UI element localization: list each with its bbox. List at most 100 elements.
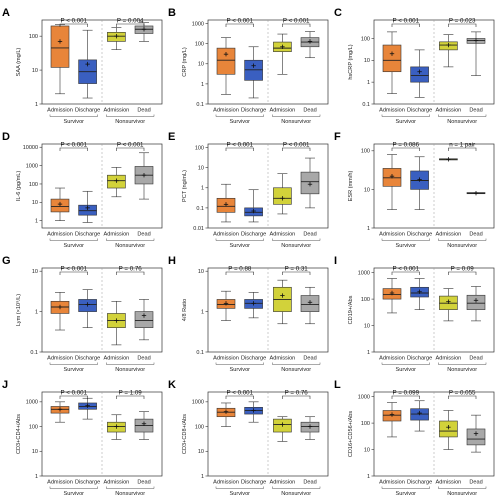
group-bracket xyxy=(272,114,321,117)
x-category-label: Admission xyxy=(103,356,129,362)
significance-bracket: P < 0.001 xyxy=(59,142,88,151)
group-bracket xyxy=(438,486,487,489)
p-value-label: P = 0.086 xyxy=(393,142,420,149)
panel-j: J 1 10 100 1000 CD3+CD4+/Abs P < 0.001 P = 1.09… xyxy=(2,379,163,497)
panel-letter: A xyxy=(2,7,10,19)
box-3 xyxy=(439,34,458,68)
group-bracket xyxy=(106,238,155,241)
panel-d: D 1 10 100 1000 10000 IL-6 (pg/mL) P < 0.001 P <… xyxy=(2,131,163,249)
y-axis-label: CD3+CD4+/Abs xyxy=(16,414,22,454)
group-label: Nonsurvivor xyxy=(447,119,477,125)
x-category-label: Admission xyxy=(269,356,295,362)
y-tick-label: 10 xyxy=(32,68,38,74)
y-axis-label: 4/8 Ratio xyxy=(182,299,188,321)
x-category-label: Dead xyxy=(469,356,482,362)
group-label: Nonsurvivor xyxy=(447,367,477,373)
y-tick-label: 10000 xyxy=(23,145,38,151)
box-3 xyxy=(107,300,126,346)
p-value-label: P < 0.001 xyxy=(61,390,88,397)
y-tick-label: 10 xyxy=(364,323,370,329)
group-label: Survivor xyxy=(64,119,85,125)
box-4 xyxy=(466,190,486,196)
p-value-label: P = 0.023 xyxy=(449,18,476,25)
x-category-label: Dead xyxy=(137,480,150,486)
significance-bracket: P = 0.055 xyxy=(448,390,477,399)
group-bracket xyxy=(49,114,98,117)
box-2 xyxy=(410,156,429,210)
box-body xyxy=(216,47,236,75)
significance-bracket: P = 0.88 xyxy=(225,266,254,275)
y-tick-label: 0.1 xyxy=(196,350,204,356)
x-category-label: Discharge xyxy=(75,356,100,362)
x-category-label: Dead xyxy=(137,232,150,238)
y-tick-label: 1000 xyxy=(192,21,204,27)
x-category-label: Admission xyxy=(103,480,129,486)
x-category-label: Discharge xyxy=(241,356,266,362)
significance-bracket: P < 0.001 xyxy=(282,142,311,151)
group-bracket xyxy=(215,114,264,117)
bracket-line xyxy=(116,147,145,151)
group-label: Nonsurvivor xyxy=(281,491,311,497)
y-tick-label: 1000 xyxy=(358,395,370,401)
p-value-label: P = 0.004 xyxy=(117,18,144,25)
box-4 xyxy=(466,414,486,453)
group-label: Survivor xyxy=(396,243,417,249)
y-tick-label: 1 xyxy=(35,474,38,480)
x-category-label: Admission xyxy=(103,232,129,238)
group-label: Survivor xyxy=(230,491,251,497)
x-category-label: Admission xyxy=(379,480,405,486)
panel-g: G 0.1 1 10 Lym (×10⁹/L) P < 0.001 P = 0.76 Admi… xyxy=(2,255,163,373)
y-tick-label: 10 xyxy=(364,58,370,64)
bracket-line xyxy=(391,271,420,275)
significance-bracket: P < 0.001 xyxy=(225,142,254,151)
x-category-label: Dead xyxy=(469,232,482,238)
significance-bracket: P < 0.001 xyxy=(59,18,88,27)
y-tick-label: 0.1 xyxy=(196,206,204,212)
y-axis-label: CD16+CD56+/Abs xyxy=(348,411,354,458)
box-body xyxy=(410,66,429,83)
panel-letter: L xyxy=(334,379,341,391)
y-tick-label: 0.1 xyxy=(30,350,38,356)
bracket-line xyxy=(59,147,88,151)
bracket-line xyxy=(59,23,88,27)
y-tick-label: 10 xyxy=(198,166,204,172)
x-category-label: Admission xyxy=(47,356,73,362)
bracket-line xyxy=(59,271,88,275)
panel-letter: E xyxy=(168,131,175,143)
box-3 xyxy=(439,288,458,322)
box-2 xyxy=(244,46,263,99)
bracket-line xyxy=(282,395,311,399)
bracket-line xyxy=(282,271,311,275)
significance-bracket: P = 0.09 xyxy=(448,266,477,275)
group-bracket xyxy=(381,114,430,117)
box-2 xyxy=(410,400,429,432)
box-2 xyxy=(410,49,429,98)
y-tick-label: 100 xyxy=(361,297,370,303)
box-1 xyxy=(382,31,402,94)
group-label: Survivor xyxy=(64,491,85,497)
y-tick-label: 1 xyxy=(201,186,204,192)
y-axis-label: Lym (×10⁹/L) xyxy=(15,294,22,326)
significance-bracket: P < 0.001 xyxy=(225,18,254,27)
box-body xyxy=(78,204,97,216)
y-tick-label: 1 xyxy=(201,309,204,315)
group-label: Nonsurvivor xyxy=(447,491,477,497)
group-bracket xyxy=(381,362,430,365)
box-2 xyxy=(78,397,97,420)
bracket-line xyxy=(391,23,420,27)
x-category-label: Admission xyxy=(213,356,239,362)
panel-e: E 0.01 0.1 1 10 100 PCT (ng/mL) P < 0.001 P < 0.… xyxy=(168,131,329,249)
box-4 xyxy=(134,22,154,42)
significance-bracket: P < 0.001 xyxy=(59,390,88,399)
p-value-label: P = 0.76 xyxy=(119,266,143,273)
bracket-line xyxy=(59,395,88,399)
group-label: Nonsurvivor xyxy=(281,243,311,249)
group-label: Nonsurvivor xyxy=(281,367,311,373)
y-tick-label: 100 xyxy=(29,424,38,430)
group-label: Survivor xyxy=(64,243,85,249)
box-1 xyxy=(216,402,236,427)
significance-bracket: P = 0.023 xyxy=(448,18,477,27)
group-bracket xyxy=(438,362,487,365)
significance-bracket: n = 1 pair xyxy=(448,142,477,151)
